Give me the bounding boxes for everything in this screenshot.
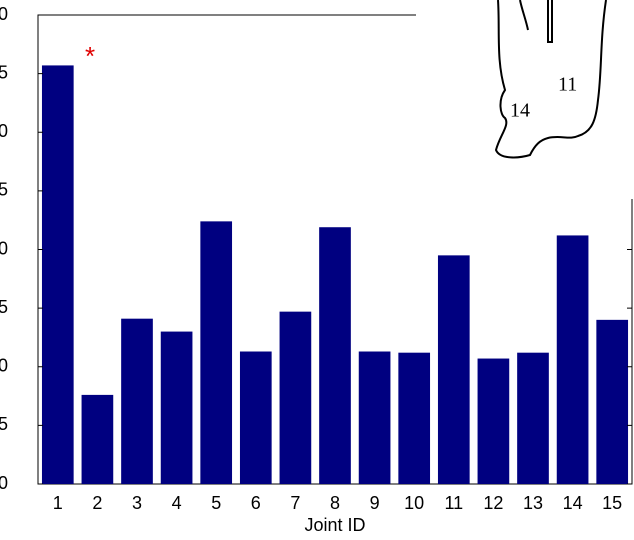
- y-tick-label: 0: [0, 238, 8, 258]
- bar: [240, 352, 272, 484]
- x-tick-label: 3: [132, 493, 142, 513]
- bar: [319, 227, 351, 484]
- chart: * Joint ID 05050505012345678910111213141…: [0, 0, 634, 540]
- x-tick-label: 13: [523, 493, 543, 513]
- y-tick-label: 0: [0, 4, 8, 24]
- x-tick-label: 6: [251, 493, 261, 513]
- x-tick-label: 14: [563, 493, 583, 513]
- bar: [557, 235, 589, 484]
- bar: [478, 359, 510, 484]
- x-tick-label: 8: [330, 493, 340, 513]
- bar: [517, 353, 549, 484]
- x-tick-label: 12: [483, 493, 503, 513]
- x-axis-label: Joint ID: [304, 515, 365, 535]
- x-tick-label: 5: [211, 493, 221, 513]
- y-tick-label: 0: [0, 473, 8, 493]
- bar: [280, 312, 312, 484]
- y-tick-label: 5: [0, 180, 8, 200]
- y-tick-label: 5: [0, 297, 8, 317]
- x-tick-label: 2: [92, 493, 102, 513]
- x-tick-label: 9: [370, 493, 380, 513]
- bar: [161, 332, 193, 484]
- bar: [82, 395, 114, 484]
- bar: [359, 352, 391, 484]
- bar: [398, 353, 430, 484]
- bar: [200, 221, 232, 484]
- inset-label: 11: [558, 74, 577, 96]
- x-tick-label: 1: [53, 493, 63, 513]
- inset-image: 11 14: [416, 0, 634, 199]
- inset-label: 14: [510, 100, 530, 122]
- bar: [596, 320, 628, 484]
- bar: [42, 65, 74, 484]
- y-tick-label: 5: [0, 62, 8, 82]
- significance-marker: *: [85, 41, 95, 71]
- x-tick-label: 7: [290, 493, 300, 513]
- x-tick-label: 10: [404, 493, 424, 513]
- bar: [121, 319, 153, 484]
- x-tick-label: 11: [444, 493, 463, 513]
- y-tick-label: 5: [0, 414, 8, 434]
- y-tick-label: 0: [0, 121, 8, 141]
- y-tick-label: 0: [0, 356, 8, 376]
- x-tick-label: 4: [172, 493, 182, 513]
- x-tick-label: 15: [602, 493, 622, 513]
- bar: [438, 255, 470, 484]
